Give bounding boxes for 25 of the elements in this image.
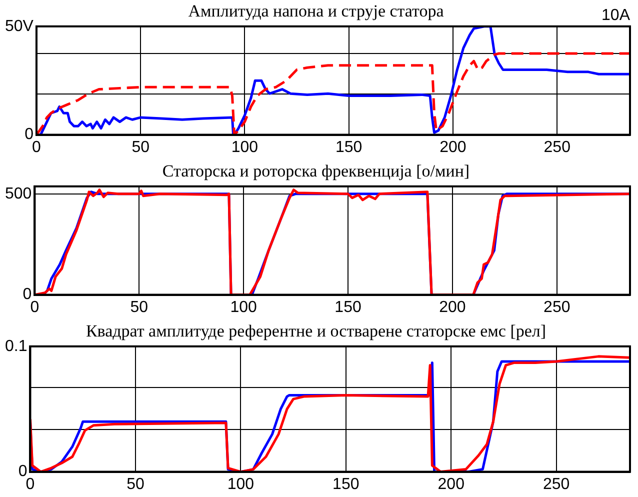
y-tick-label: 50V [5,18,34,35]
x-tick-label: 150 [334,298,362,316]
x-tick-label: 50 [130,298,148,316]
y-tick-label: 500 [4,185,32,202]
text: 10A [602,6,630,24]
x-tick-label: 250 [542,476,570,493]
y-tick-label: 0 [24,126,34,144]
y-tick-label: 0 [18,463,28,480]
chart-title: Квадрат амплитуде референтне и остварене статорске емс [рел] [86,322,546,341]
x-tick-label: 50 [126,476,144,493]
x-tick-label: 250 [544,298,570,316]
x-tick-label: 200 [440,138,466,156]
x-tick-label: 150 [336,138,362,156]
x-tick-label: 150 [332,476,360,493]
chart-title: Амплитуда напона и струје статора [188,2,444,21]
x-tick-label: 200 [438,476,465,493]
x-tick-label: 200 [439,298,466,316]
y-tick-label: 0.1 [4,338,28,355]
x-tick-label: 250 [544,138,571,156]
x-tick-label: 100 [231,138,258,156]
x-tick-label: 100 [230,298,258,316]
x-tick-label: 100 [227,476,254,493]
y-tick-label: 0 [22,286,32,304]
x-tick-label: 50 [132,138,150,156]
chart-title: Статорска и роторска фреквенција [о/мин] [162,162,470,181]
